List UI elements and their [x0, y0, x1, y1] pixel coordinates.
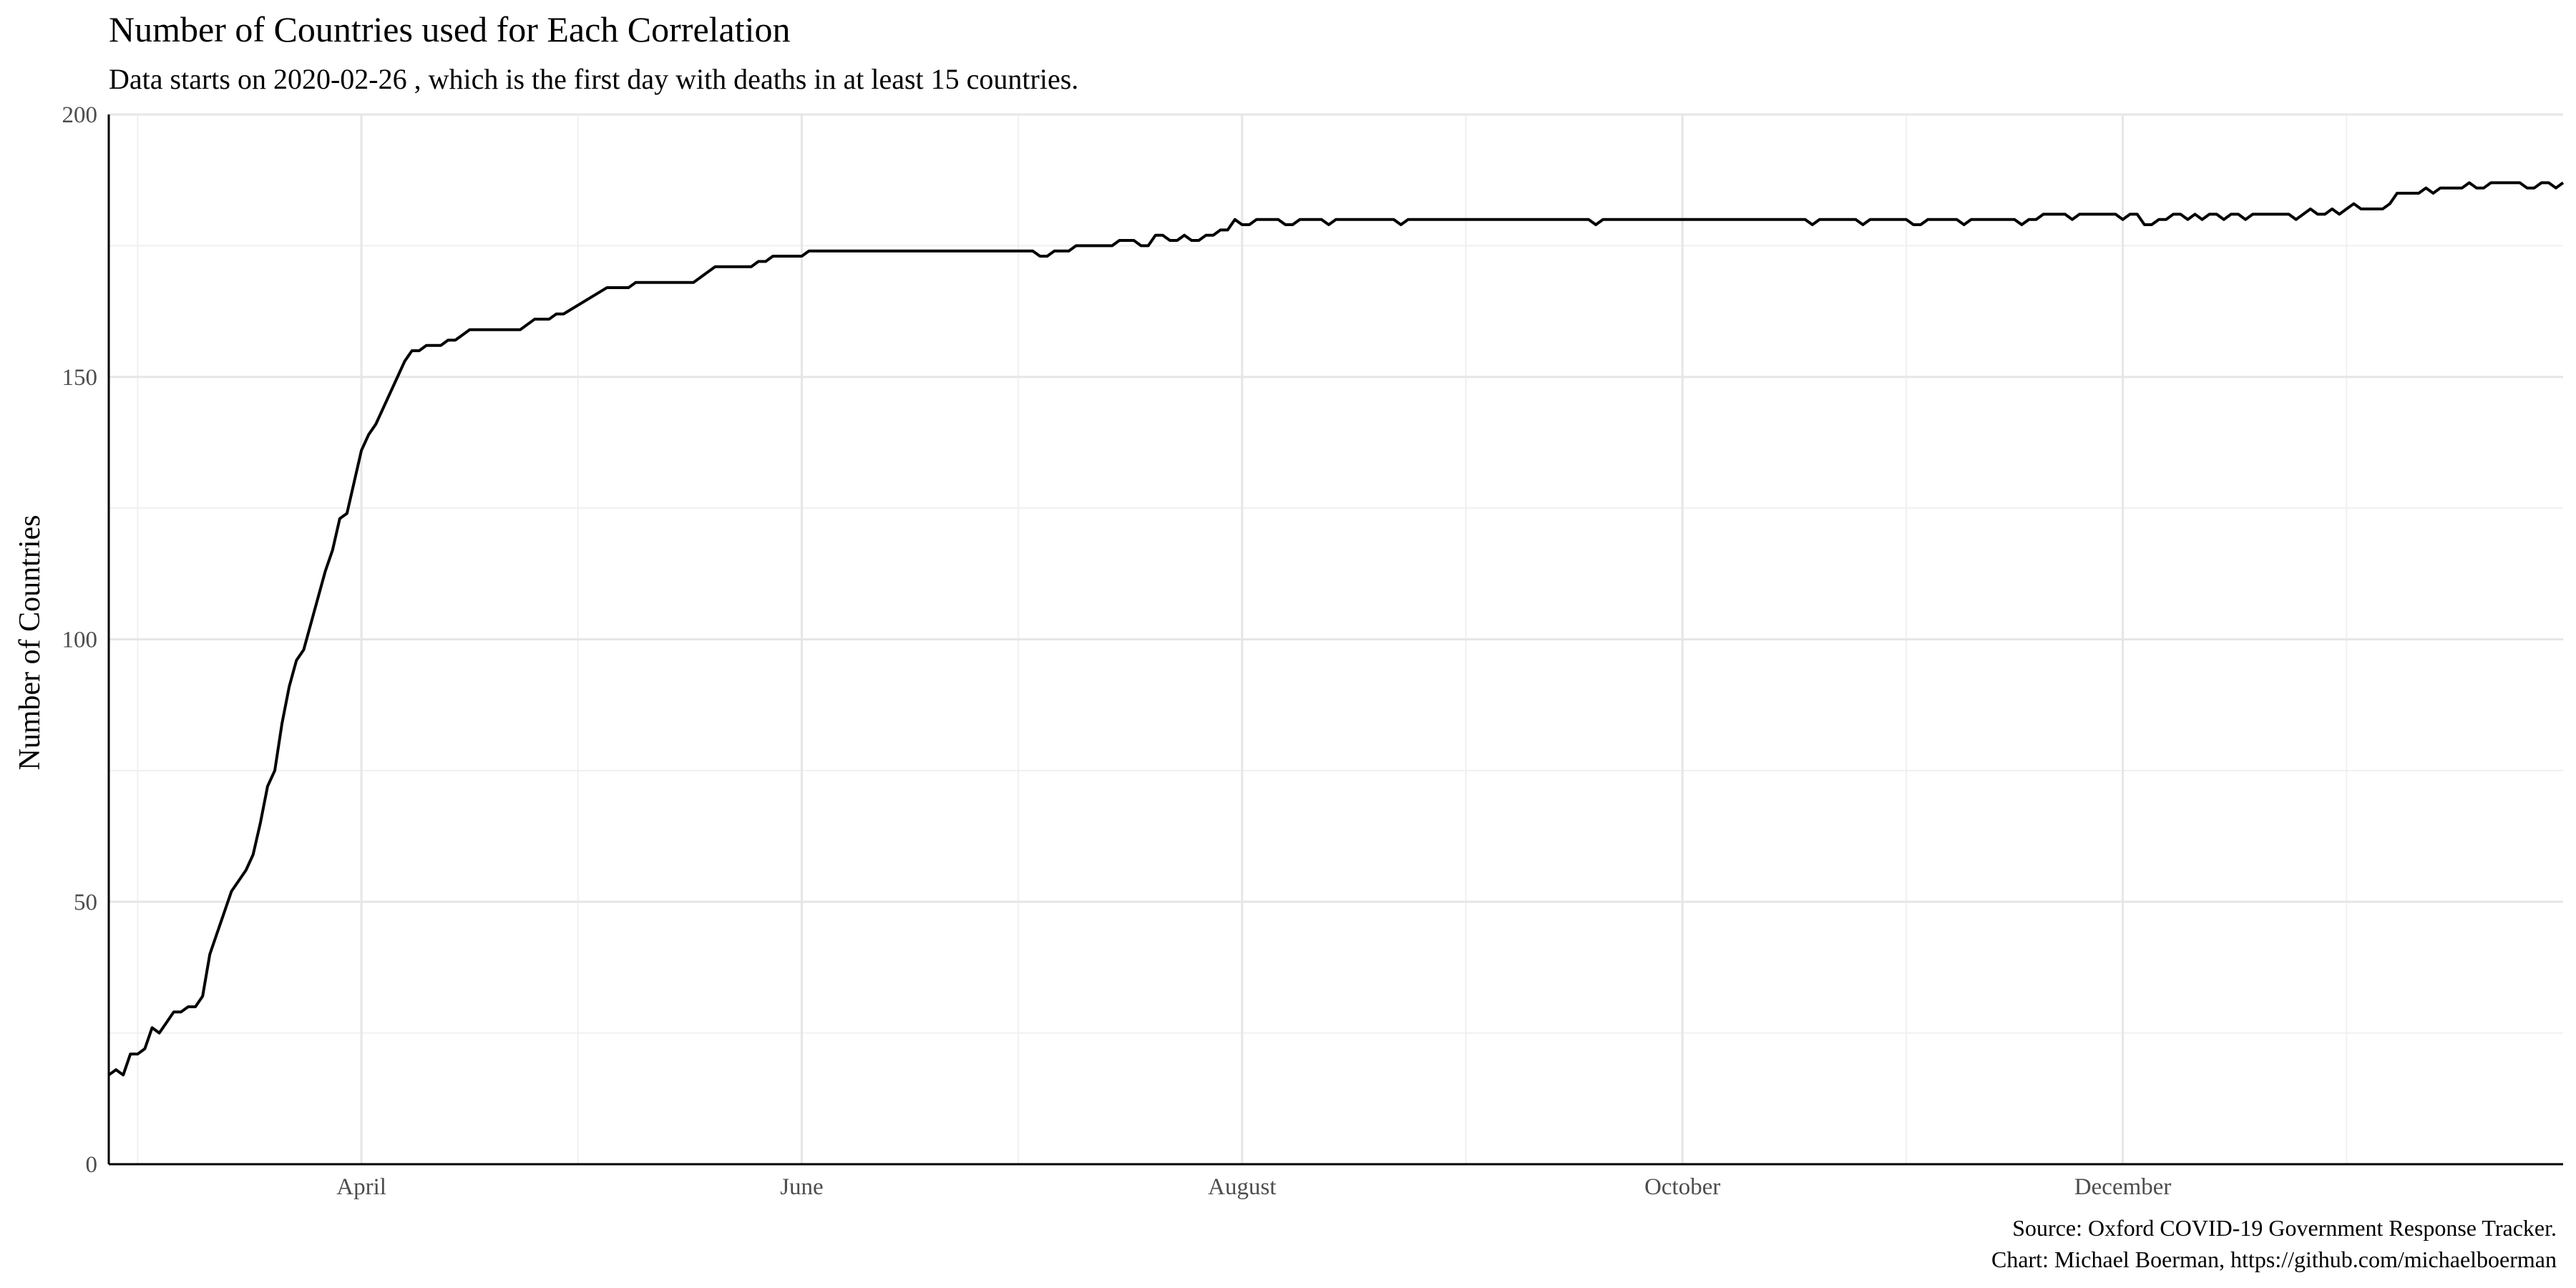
caption-credit: Chart: Michael Boerman, https://github.c… [1991, 1246, 2557, 1272]
x-tick-label: June [780, 1174, 824, 1200]
x-tick-label: October [1644, 1174, 1720, 1200]
x-axis-ticks: April June August October December [336, 1174, 2171, 1200]
x-tick-label: August [1208, 1174, 1276, 1200]
y-axis-title: Number of Countries [14, 515, 47, 771]
y-tick-label: 150 [62, 365, 98, 391]
y-tick-label: 0 [86, 1152, 98, 1178]
chart-title: Number of Countries used for Each Correl… [109, 9, 791, 49]
y-tick-label: 200 [62, 102, 98, 128]
x-tick-label: December [2074, 1174, 2172, 1200]
caption-source: Source: Oxford COVID-19 Government Respo… [2012, 1215, 2557, 1241]
series-line-countries [107, 181, 2565, 1077]
y-tick-label: 50 [74, 889, 97, 915]
x-tick-label: April [336, 1174, 386, 1200]
y-tick-label: 100 [62, 628, 98, 653]
chart-subtitle: Data starts on 2020-02-26 , which is the… [109, 63, 1078, 95]
y-axis-ticks: 0 50 100 150 200 [62, 102, 98, 1178]
